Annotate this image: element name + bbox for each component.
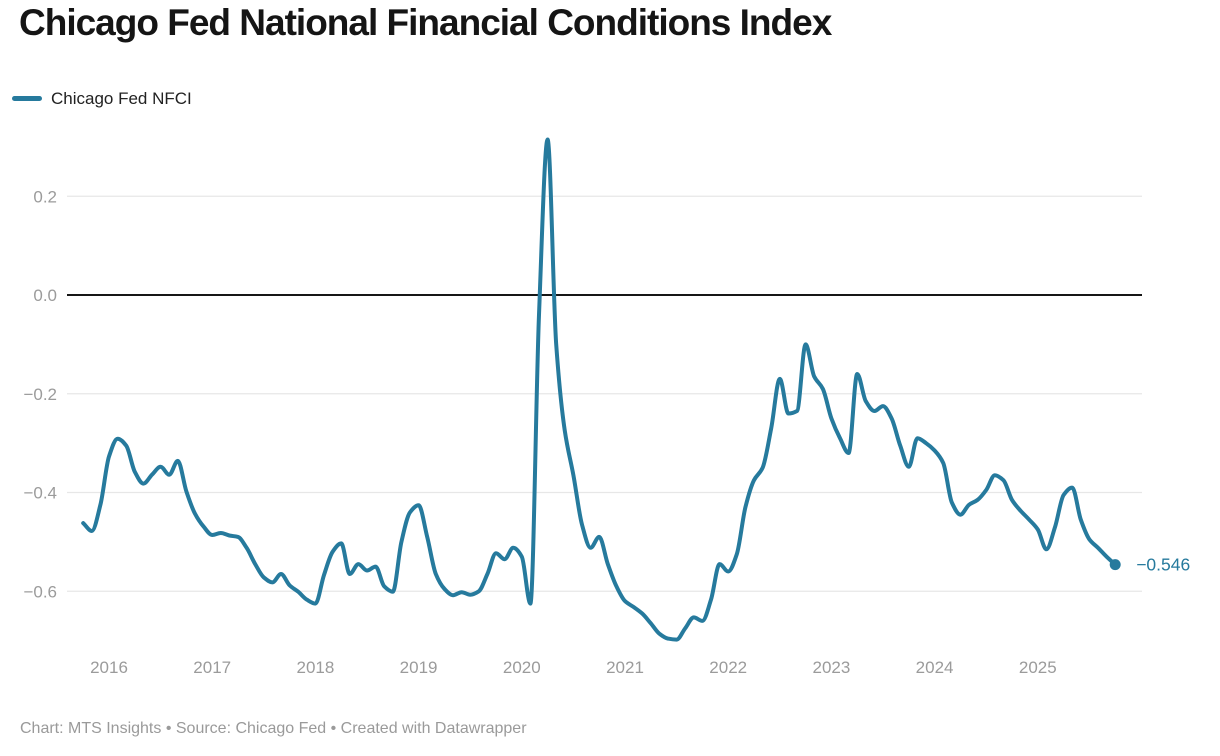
x-tick-label: 2016 (90, 658, 128, 677)
nfci-line-chart: 0.2 0.0 −0.2 −0.4 −0.6 2016 2017 2018 2019 2020 20… (23, 137, 1190, 677)
end-value-label: −0.546 (1136, 555, 1190, 575)
legend-label: Chicago Fed NFCI (51, 89, 192, 108)
x-tick-label: 2018 (296, 658, 334, 677)
end-point-dot (1109, 559, 1121, 571)
legend-line-swatch (12, 96, 42, 101)
x-tick-label: 2025 (1019, 658, 1057, 677)
y-tick-label: −0.6 (23, 582, 57, 601)
y-tick-label: −0.2 (23, 385, 57, 404)
legend: Chicago Fed NFCI (12, 90, 192, 107)
x-tick-label: 2017 (193, 658, 231, 677)
x-tick-label: 2022 (709, 658, 747, 677)
x-tick-label: 2024 (916, 658, 954, 677)
x-tick-label: 2020 (503, 658, 541, 677)
nfci-line (81, 137, 1118, 642)
chart-title: Chicago Fed National Financial Condition… (19, 2, 832, 43)
x-tick-label: 2021 (606, 658, 644, 677)
chart-attribution: Chart: MTS Insights • Source: Chicago Fe… (20, 720, 527, 737)
y-tick-label: 0.0 (33, 286, 57, 305)
y-tick-label: −0.4 (23, 484, 57, 503)
x-tick-label: 2019 (400, 658, 438, 677)
y-tick-label: 0.2 (33, 187, 57, 206)
x-tick-label: 2023 (812, 658, 850, 677)
